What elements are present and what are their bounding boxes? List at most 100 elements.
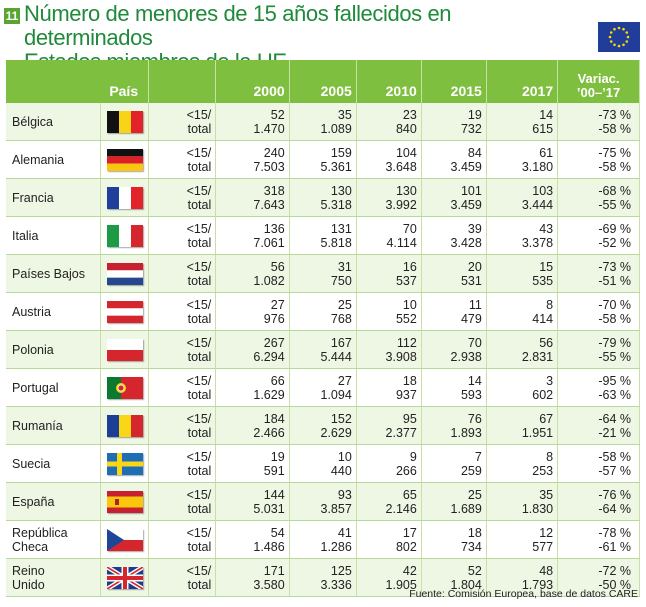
value-cell: 76 1.893 bbox=[421, 406, 487, 445]
value-cell: 159 5.361 bbox=[289, 140, 357, 179]
value-cell: 43 3.378 bbox=[486, 216, 559, 255]
poland-flag-icon bbox=[106, 338, 143, 361]
value-cell: 66 1.629 bbox=[215, 368, 290, 407]
eu-star bbox=[613, 27, 616, 31]
austria-flag-icon bbox=[106, 300, 143, 323]
country-name: Portugal bbox=[6, 368, 101, 407]
row-label: <15/total bbox=[148, 254, 217, 293]
eu-star bbox=[609, 31, 613, 34]
row-label: <15/total bbox=[148, 558, 217, 597]
france-flag-icon bbox=[106, 186, 143, 209]
eu-star bbox=[609, 40, 613, 43]
column-header-2017: 2017 bbox=[486, 60, 559, 103]
row-label: <15/total bbox=[148, 482, 217, 521]
value-cell: 318 7.643 bbox=[215, 178, 290, 217]
column-header-pais: País bbox=[6, 60, 150, 103]
row-label: <15/total bbox=[148, 216, 217, 255]
country-name: Reino Unido bbox=[6, 558, 101, 597]
header: 11 Número de menores de 15 años fallecid… bbox=[0, 0, 646, 74]
row-label: <15/total bbox=[148, 178, 217, 217]
value-cell: 52 1.470 bbox=[215, 103, 290, 141]
source-note: Fuente: Comisión Europea, base de datos … bbox=[409, 588, 638, 600]
table-row: República Checa <15/total 54 1.486 41 1.286 17… bbox=[6, 520, 640, 559]
value-cell: 23 840 bbox=[356, 103, 422, 141]
value-cell: 84 3.459 bbox=[421, 140, 487, 179]
value-cell: 18 937 bbox=[356, 368, 422, 407]
flag-cell bbox=[100, 103, 150, 141]
value-cell: 267 6.294 bbox=[215, 330, 290, 369]
country-name: Francia bbox=[6, 178, 101, 217]
value-cell: 95 2.377 bbox=[356, 406, 422, 445]
table-row: Portugal <15/total 66 1.629 27 1.094 18 937 14 59… bbox=[6, 368, 640, 407]
eu-star bbox=[622, 43, 625, 47]
data-table: País 2000 2005 2010 2015 2017 Variac. ’0… bbox=[6, 60, 640, 597]
column-header-variacion: Variac. ’00–’17 bbox=[557, 60, 640, 103]
figure-number-badge: 11 bbox=[4, 8, 20, 24]
variation-cell: -79 % -55 % bbox=[557, 330, 640, 369]
column-header-2015: 2015 bbox=[421, 60, 487, 103]
value-cell: 39 3.428 bbox=[421, 216, 487, 255]
eu-star bbox=[608, 35, 612, 39]
value-cell: 27 1.094 bbox=[289, 368, 357, 407]
value-cell: 93 3.857 bbox=[289, 482, 357, 521]
value-cell: 41 1.286 bbox=[289, 520, 357, 559]
row-label: <15/total bbox=[148, 368, 217, 407]
value-cell: 3 602 bbox=[486, 368, 559, 407]
eu-star bbox=[625, 31, 629, 34]
flag-cell bbox=[100, 254, 150, 293]
value-cell: 42 1.905 bbox=[356, 558, 422, 597]
value-cell: 52 1.804 bbox=[421, 558, 487, 597]
value-cell: 101 3.459 bbox=[421, 178, 487, 217]
column-header-2005: 2005 bbox=[289, 60, 357, 103]
flag-cell bbox=[100, 520, 150, 559]
country-name: Polonia bbox=[6, 330, 101, 369]
value-cell: 104 3.648 bbox=[356, 140, 422, 179]
table-row: España <15/total 144 5.031 93 3.857 65 2.146 25 1… bbox=[6, 482, 640, 521]
value-cell: 31 750 bbox=[289, 254, 357, 293]
value-cell: 18 734 bbox=[421, 520, 487, 559]
row-label: <15/total bbox=[148, 520, 217, 559]
value-cell: 70 2.938 bbox=[421, 330, 487, 369]
eu-star bbox=[617, 26, 621, 30]
value-cell: 171 3.580 bbox=[215, 558, 290, 597]
table-row: Polonia <15/total 267 6.294 167 5.444 112 3.908… bbox=[6, 330, 640, 369]
value-cell: 125 3.336 bbox=[289, 558, 357, 597]
country-name: Bélgica bbox=[6, 103, 101, 141]
value-cell: 19 591 bbox=[215, 444, 290, 483]
value-cell: 103 3.444 bbox=[486, 178, 559, 217]
column-header-2010: 2010 bbox=[356, 60, 422, 103]
value-cell: 54 1.486 bbox=[215, 520, 290, 559]
country-name: Italia bbox=[6, 216, 101, 255]
value-cell: 25 1.689 bbox=[421, 482, 487, 521]
eu-star bbox=[626, 35, 630, 39]
country-name: España bbox=[6, 482, 101, 521]
value-cell: 56 1.082 bbox=[215, 254, 290, 293]
value-cell: 61 3.180 bbox=[486, 140, 559, 179]
flag-cell bbox=[100, 178, 150, 217]
flag-cell bbox=[100, 216, 150, 255]
table-row: Países Bajos <15/total 56 1.082 31 750 16 537 20… bbox=[6, 254, 640, 293]
row-label: <15/total bbox=[148, 292, 217, 331]
column-header-label bbox=[148, 60, 217, 103]
country-name: Alemania bbox=[6, 140, 101, 179]
variation-cell: -73 % -51 % bbox=[557, 254, 640, 293]
value-cell: 14 593 bbox=[421, 368, 487, 407]
value-cell: 130 3.992 bbox=[356, 178, 422, 217]
eu-star bbox=[617, 44, 621, 48]
title-line-1: Número de menores de 15 años fallecidos … bbox=[24, 1, 452, 50]
value-cell: 65 2.146 bbox=[356, 482, 422, 521]
eu-star bbox=[625, 40, 629, 43]
value-cell: 9 266 bbox=[356, 444, 422, 483]
value-cell: 15 535 bbox=[486, 254, 559, 293]
table-row: Bélgica <15/total 52 1.470 35 1.089 23 840 19 732… bbox=[6, 103, 640, 141]
value-cell: 56 2.831 bbox=[486, 330, 559, 369]
column-header-2000: 2000 bbox=[215, 60, 290, 103]
variation-cell: -75 % -58 % bbox=[557, 140, 640, 179]
variation-cell: -64 % -21 % bbox=[557, 406, 640, 445]
value-cell: 167 5.444 bbox=[289, 330, 357, 369]
value-cell: 152 2.629 bbox=[289, 406, 357, 445]
table-row: Suecia <15/total 19 591 10 440 9 266 7 259 8 253 -58… bbox=[6, 444, 640, 483]
belgium-flag-icon bbox=[106, 110, 143, 133]
value-cell: 7 259 bbox=[421, 444, 487, 483]
value-cell: 17 802 bbox=[356, 520, 422, 559]
